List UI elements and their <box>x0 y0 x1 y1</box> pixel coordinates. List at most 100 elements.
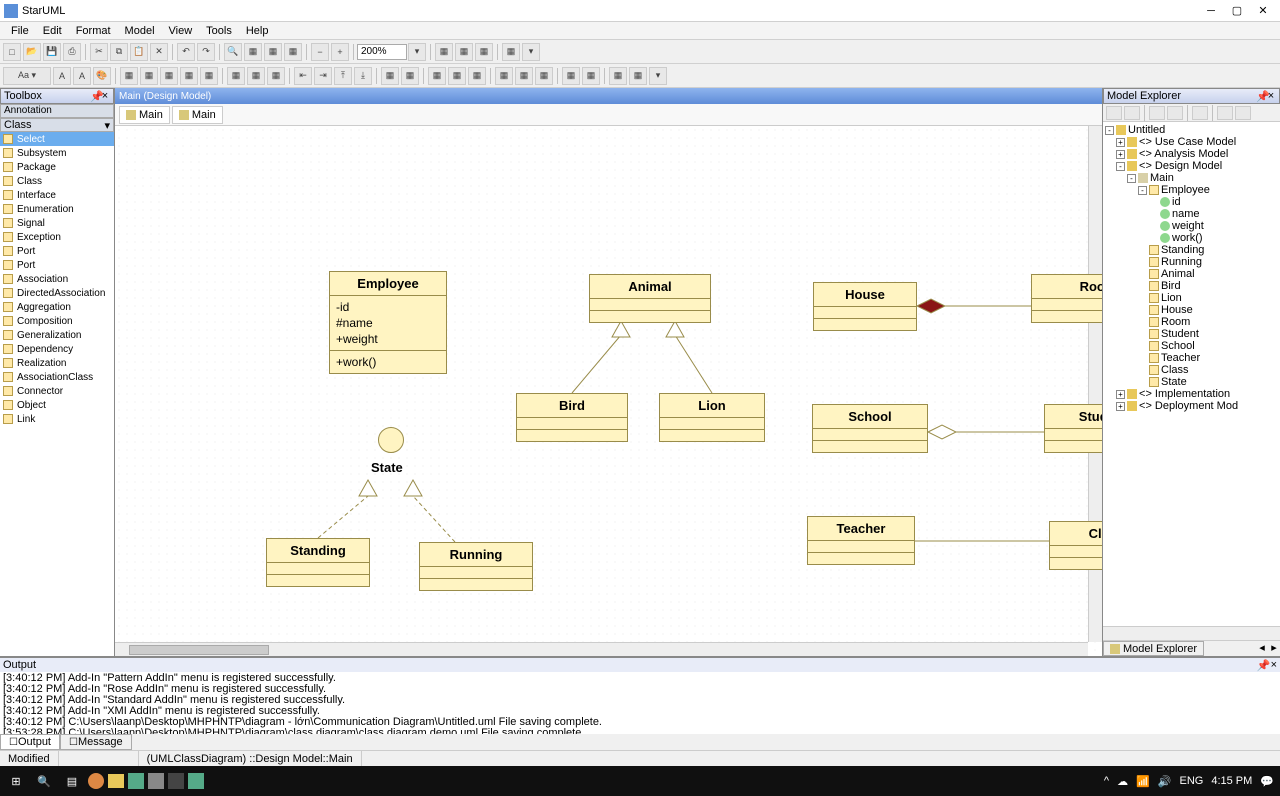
tab-scroll-right[interactable]: ▸ <box>1268 641 1280 656</box>
notifications-icon[interactable]: 💬 <box>1260 775 1274 788</box>
tray-icon[interactable]: ^ <box>1104 775 1109 787</box>
canvas[interactable]: Employee-id#name+weight+work()AnimalHous… <box>115 126 1102 656</box>
expand-icon[interactable]: + <box>1116 402 1125 411</box>
undo-icon[interactable]: ↶ <box>177 43 195 61</box>
tb-icon[interactable]: ▦ <box>264 43 282 61</box>
chevron-down-icon[interactable]: ▾ <box>522 43 540 61</box>
tb-icon[interactable]: ▦ <box>435 43 453 61</box>
tree-node[interactable]: Lion <box>1103 292 1280 304</box>
tree-node[interactable]: name <box>1103 208 1280 220</box>
paste-icon[interactable]: 📋 <box>130 43 148 61</box>
align-left-icon[interactable]: ⇤ <box>294 67 312 85</box>
menu-file[interactable]: File <box>4 23 36 39</box>
explorer-icon[interactable] <box>108 774 124 788</box>
exp-btn[interactable] <box>1149 106 1165 120</box>
tb2-icon[interactable]: ▦ <box>200 67 218 85</box>
tb2-icon[interactable]: ▦ <box>448 67 466 85</box>
start-icon[interactable]: ⊞ <box>4 769 28 793</box>
search-icon[interactable]: 🔍 <box>32 769 56 793</box>
taskview-icon[interactable]: ▤ <box>60 769 84 793</box>
zoom-in-icon[interactable]: + <box>331 43 349 61</box>
class-bird[interactable]: Bird <box>516 393 628 442</box>
app-icon[interactable] <box>128 773 144 789</box>
tree-node[interactable]: -Untitled <box>1103 124 1280 136</box>
find-icon[interactable]: 🔍 <box>224 43 242 61</box>
close-icon[interactable]: × <box>100 90 110 102</box>
tool-select[interactable]: Select <box>0 132 114 146</box>
expand-icon[interactable]: - <box>1105 126 1114 135</box>
exp-btn[interactable] <box>1192 106 1208 120</box>
tool-port[interactable]: Port <box>0 244 114 258</box>
scroll-thumb[interactable] <box>129 645 269 655</box>
tb2-icon[interactable]: ▦ <box>495 67 513 85</box>
volume-icon[interactable]: 🔊 <box>1158 775 1172 788</box>
exp-btn[interactable] <box>1217 106 1233 120</box>
save-icon[interactable]: 💾 <box>43 43 61 61</box>
print-icon[interactable]: ⎙ <box>63 43 81 61</box>
menu-view[interactable]: View <box>162 23 200 39</box>
tb2-icon[interactable]: ▦ <box>535 67 553 85</box>
menu-edit[interactable]: Edit <box>36 23 69 39</box>
tool-generalization[interactable]: Generalization <box>0 328 114 342</box>
menu-help[interactable]: Help <box>239 23 276 39</box>
tree-node[interactable]: House <box>1103 304 1280 316</box>
app-icon[interactable] <box>188 773 204 789</box>
lang-indicator[interactable]: ENG <box>1179 775 1203 787</box>
tool-composition[interactable]: Composition <box>0 314 114 328</box>
tool-connector[interactable]: Connector <box>0 384 114 398</box>
exp-btn[interactable] <box>1167 106 1183 120</box>
tb2-icon[interactable]: ▦ <box>468 67 486 85</box>
section-annotation[interactable]: Annotation <box>0 104 114 118</box>
class-employee[interactable]: Employee-id#name+weight+work() <box>329 271 447 374</box>
expand-icon[interactable]: + <box>1116 150 1125 159</box>
exp-btn[interactable] <box>1106 106 1122 120</box>
tree-node[interactable]: +<> Analysis Model <box>1103 148 1280 160</box>
expand-icon[interactable]: - <box>1116 162 1125 171</box>
tree-node[interactable]: +<> Deployment Mod <box>1103 400 1280 412</box>
menu-format[interactable]: Format <box>69 23 118 39</box>
tb-icon[interactable]: ▦ <box>502 43 520 61</box>
tool-package[interactable]: Package <box>0 160 114 174</box>
clock[interactable]: 4:15 PM <box>1211 775 1252 787</box>
cut-icon[interactable]: ✂ <box>90 43 108 61</box>
zoom-combo[interactable]: 200% <box>357 44 407 60</box>
zoom-out-icon[interactable]: − <box>311 43 329 61</box>
tool-port[interactable]: Port <box>0 258 114 272</box>
tree-node[interactable]: work() <box>1103 232 1280 244</box>
tb2-icon[interactable]: ▦ <box>381 67 399 85</box>
menu-model[interactable]: Model <box>118 23 162 39</box>
class-house[interactable]: House <box>813 282 917 331</box>
expand-icon[interactable]: + <box>1116 138 1125 147</box>
tree-node[interactable]: +<> Implementation <box>1103 388 1280 400</box>
tree-node[interactable]: -Employee <box>1103 184 1280 196</box>
tool-class[interactable]: Class <box>0 174 114 188</box>
tool-link[interactable]: Link <box>0 412 114 426</box>
tab-main-2[interactable]: Main <box>172 106 223 124</box>
system-tray[interactable]: ^ ☁ 📶 🔊 ENG 4:15 PM 💬 <box>1100 775 1278 788</box>
tool-object[interactable]: Object <box>0 398 114 412</box>
tb2-icon[interactable]: ▦ <box>160 67 178 85</box>
tab-output[interactable]: ☐ Output <box>0 734 60 750</box>
tree-node[interactable]: id <box>1103 196 1280 208</box>
tb2-icon[interactable]: ▦ <box>629 67 647 85</box>
tab-model-explorer[interactable]: Model Explorer <box>1103 641 1204 656</box>
tab-message[interactable]: ☐ Message <box>60 734 132 750</box>
tool-enumeration[interactable]: Enumeration <box>0 202 114 216</box>
minimize-button[interactable]: ─ <box>1198 2 1224 20</box>
class-lion[interactable]: Lion <box>659 393 765 442</box>
tree-node[interactable]: Animal <box>1103 268 1280 280</box>
expand-icon[interactable]: - <box>1138 186 1147 195</box>
tree-node[interactable]: Teacher <box>1103 352 1280 364</box>
app-icon[interactable] <box>148 773 164 789</box>
chevron-down-icon[interactable]: ▾ <box>649 67 667 85</box>
tb2-icon[interactable]: A <box>53 67 71 85</box>
align-top-icon[interactable]: ⤒ <box>334 67 352 85</box>
maximize-button[interactable]: ▢ <box>1224 2 1250 20</box>
app-icon[interactable] <box>168 773 184 789</box>
explorer-scroll-h[interactable] <box>1103 626 1280 640</box>
tb2-icon[interactable]: A <box>73 67 91 85</box>
tb-icon[interactable]: ▦ <box>244 43 262 61</box>
expand-icon[interactable]: - <box>1127 174 1136 183</box>
pin-icon[interactable]: 📌 <box>1256 90 1266 103</box>
close-button[interactable]: ✕ <box>1250 2 1276 20</box>
